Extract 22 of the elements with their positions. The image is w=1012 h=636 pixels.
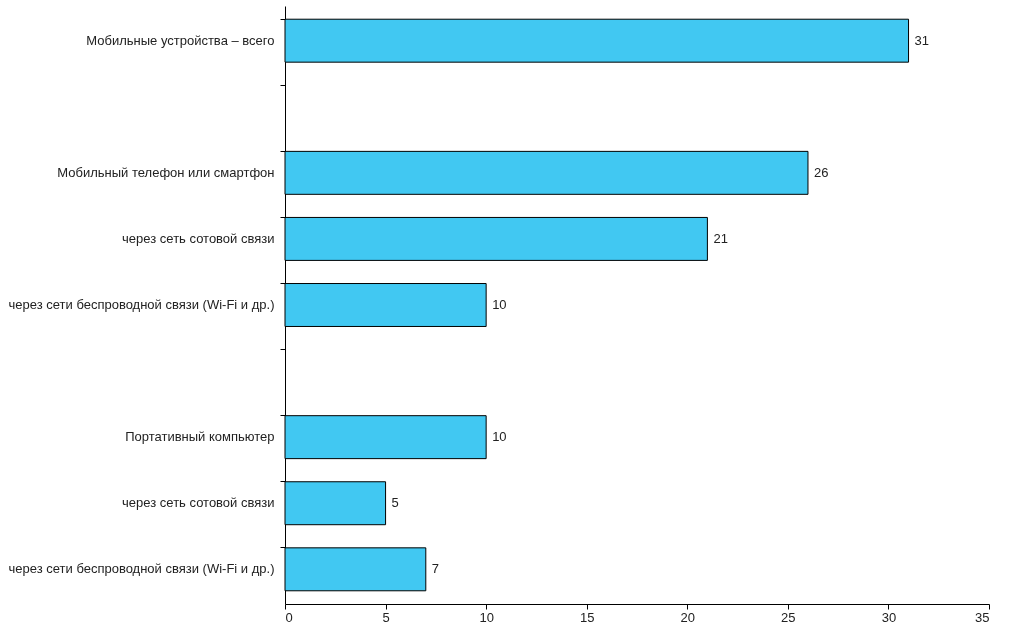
x-tick-label: 10 [479, 609, 494, 625]
data-label: 31 [914, 32, 930, 48]
data-label: 7 [431, 561, 440, 577]
data-label: 26 [813, 164, 829, 180]
y-tick-label: Мобильные устройства – всего [86, 32, 275, 48]
x-tick-label: 25 [781, 609, 796, 625]
y-tick-label: Мобильный телефон или смартфон [57, 164, 275, 180]
data-label: 5 [391, 495, 399, 511]
y-tick-label: Портативный компьютер [125, 429, 275, 445]
data-label: 10 [492, 297, 507, 312]
y-tick-label: через сеть сотовой связи [122, 230, 275, 246]
y-tick-label: через сети беспроводной связи (Wi-Fi и др.) [8, 297, 275, 312]
x-tick-label: 30 [881, 609, 897, 625]
data-label: 10 [492, 429, 507, 445]
data-label: 21 [713, 230, 728, 246]
y-tick-label: через сеть сотовой связи [122, 495, 275, 511]
x-tick-label: 5 [382, 609, 390, 625]
x-tick-label: 20 [680, 609, 696, 625]
x-tick-label: 0 [285, 609, 293, 625]
x-tick-label: 15 [579, 609, 595, 625]
x-tick-label: 35 [975, 609, 990, 625]
y-tick-label: через сети беспроводной связи (Wi-Fi и др.) [8, 561, 275, 577]
